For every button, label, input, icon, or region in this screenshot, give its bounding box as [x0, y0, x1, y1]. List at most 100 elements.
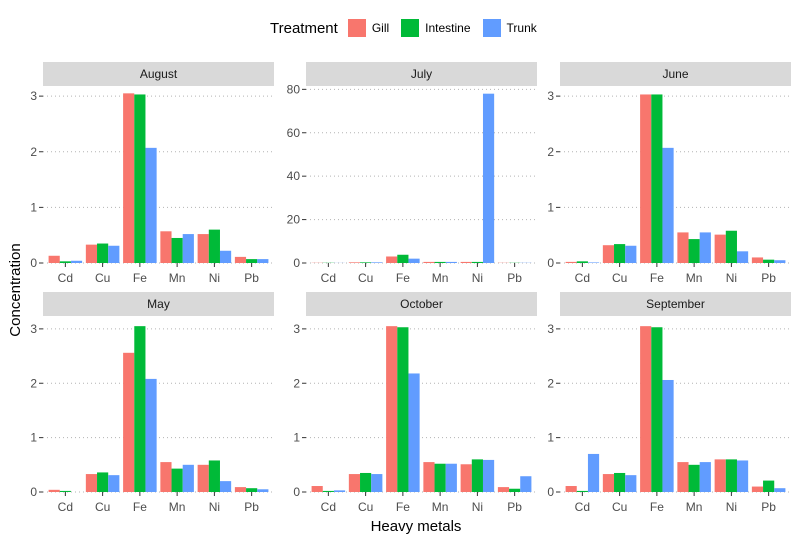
- panel-strip: [306, 292, 537, 316]
- x-tick-label: Mn: [169, 271, 186, 285]
- bar-gill-cu: [602, 245, 615, 263]
- bar-trunk-pb: [257, 489, 269, 492]
- y-tick-label: 2: [30, 376, 37, 390]
- bar-trunk-ni: [219, 481, 232, 492]
- bar-gill-mn: [160, 231, 172, 263]
- x-tick-label: Fe: [133, 271, 147, 285]
- bar-gill-fe: [640, 94, 652, 263]
- bar-intestine-ni: [471, 261, 483, 263]
- y-tick-label: 1: [30, 200, 37, 214]
- y-tick-label: 0: [293, 485, 300, 499]
- panel-title: July: [411, 67, 432, 81]
- bar-intestine-pb: [509, 488, 521, 492]
- bar-trunk-mn: [182, 234, 194, 263]
- x-tick-label: Fe: [650, 271, 664, 285]
- bar-gill-cu: [85, 474, 98, 492]
- panel-july: July 0 20 40 60 80 Cd Cu Fe Mn Ni Pb: [287, 62, 537, 285]
- x-tick-label: Cd: [321, 500, 336, 514]
- bar-gill-cd: [311, 486, 323, 492]
- legend-key-gill: [347, 19, 366, 37]
- panel-strip: [43, 292, 274, 316]
- bar-gill-mn: [423, 462, 435, 492]
- bar-intestine-cd: [59, 490, 71, 492]
- bar-gill-ni: [460, 464, 472, 492]
- bar-gill-fe: [386, 326, 398, 492]
- bar-intestine-cd: [576, 490, 588, 492]
- bar-gill-pb: [751, 486, 764, 492]
- legend-item-intestine: Intestine: [401, 19, 471, 37]
- y-tick-label: 0: [547, 256, 554, 270]
- bar-gill-cd: [48, 255, 60, 263]
- y-tick-label: 3: [30, 89, 37, 103]
- bar-trunk-cu: [371, 474, 383, 492]
- x-tick-label: Pb: [244, 271, 259, 285]
- bar-trunk-cu: [108, 475, 120, 492]
- bar-intestine-mn: [688, 464, 700, 492]
- y-tick-label: 3: [547, 89, 554, 103]
- bar-trunk-mn: [445, 463, 457, 492]
- bar-trunk-mn: [699, 462, 711, 492]
- bar-intestine-pb: [763, 480, 775, 492]
- y-tick-label: 0: [547, 485, 554, 499]
- x-tick-label: Cd: [58, 271, 73, 285]
- bar-gill-cd: [565, 486, 577, 492]
- bar-intestine-fe: [397, 254, 409, 263]
- x-tick-label: Mn: [432, 271, 449, 285]
- y-tick-label: 40: [287, 169, 301, 183]
- bar-gill-cu: [348, 262, 361, 263]
- bar-gill-pb: [497, 487, 510, 492]
- bar-trunk-fe: [145, 378, 157, 492]
- bar-gill-fe: [123, 352, 135, 492]
- bar-intestine-fe: [397, 327, 409, 492]
- bar-gill-cd: [48, 489, 60, 492]
- bar-trunk-fe: [662, 379, 674, 492]
- x-tick-label: Pb: [507, 500, 522, 514]
- x-tick-label: Fe: [133, 500, 147, 514]
- y-tick-label: 2: [547, 145, 554, 159]
- panel-may: May 0 1 2 3 Cd Cu Fe Mn Ni Pb: [30, 292, 274, 514]
- x-tick-label: Ni: [472, 271, 483, 285]
- bar-gill-fe: [386, 256, 398, 263]
- legend: Treatment Gill Intestine Trunk: [270, 14, 549, 42]
- x-tick-label: Mn: [432, 500, 449, 514]
- panel-strip: [306, 62, 537, 86]
- legend-label-intestine: Intestine: [425, 21, 471, 35]
- panel-strip: [43, 62, 274, 86]
- bar-intestine-pb: [246, 259, 258, 263]
- bar-trunk-pb: [257, 259, 269, 263]
- x-tick-label: Cu: [95, 271, 110, 285]
- legend-key-intestine: [401, 19, 420, 37]
- x-tick-label: Ni: [209, 271, 220, 285]
- y-tick-label: 20: [287, 213, 301, 227]
- y-axis-title: Concentration: [7, 243, 24, 336]
- bar-trunk-cd: [333, 490, 346, 492]
- bar-gill-cu: [602, 474, 615, 492]
- bar-trunk-cd: [70, 260, 83, 263]
- bar-trunk-cu: [371, 262, 383, 263]
- bar-gill-pb: [751, 257, 764, 263]
- bar-intestine-mn: [171, 237, 183, 263]
- panel-title: October: [400, 297, 443, 311]
- bar-intestine-ni: [208, 460, 220, 492]
- bar-trunk-ni: [482, 93, 495, 264]
- bar-intestine-cu: [97, 472, 109, 492]
- bar-intestine-pb: [246, 488, 258, 492]
- bar-trunk-fe: [408, 258, 420, 263]
- x-tick-label: Ni: [726, 500, 737, 514]
- bar-trunk-cu: [108, 245, 120, 263]
- bar-trunk-mn: [445, 261, 457, 263]
- bar-gill-fe: [123, 93, 135, 263]
- bar-gill-mn: [423, 261, 435, 263]
- bar-intestine-fe: [651, 327, 663, 492]
- bar-trunk-cd: [587, 453, 600, 492]
- bar-gill-ni: [197, 464, 209, 492]
- bar-intestine-mn: [434, 463, 446, 492]
- bar-trunk-cu: [625, 245, 637, 263]
- bar-intestine-ni: [725, 459, 737, 492]
- panel-august: August 0 1 2 3 Cd Cu Fe Mn Ni Pb: [30, 62, 274, 285]
- x-tick-label: Fe: [396, 271, 410, 285]
- bar-intestine-fe: [134, 326, 146, 492]
- y-tick-label: 3: [30, 322, 37, 336]
